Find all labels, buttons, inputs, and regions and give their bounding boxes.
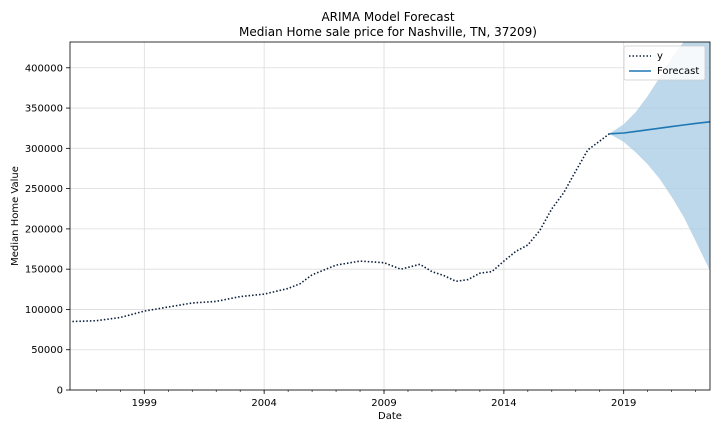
series-line-y <box>72 133 610 323</box>
series-lines <box>72 121 711 323</box>
y-axis-label: Median Home Value <box>10 166 21 266</box>
y-tick-label: 50000 <box>31 345 63 356</box>
x-axis-ticks: 1999 2004 2009 2014 2019 <box>96 390 696 409</box>
y-tick-label: 150000 <box>25 265 63 276</box>
x-axis-label: Date <box>378 411 402 422</box>
confidence-band <box>609 42 710 271</box>
y-tick-label: 0 <box>57 386 63 397</box>
y-tick-label: 100000 <box>25 305 63 316</box>
grid-lines <box>70 42 710 391</box>
y-tick-label: 200000 <box>25 224 63 235</box>
y-tick-label: 400000 <box>25 63 63 74</box>
x-tick-label: 2004 <box>251 398 276 409</box>
y-tick-label: 350000 <box>25 104 63 115</box>
y-tick-label: 250000 <box>25 184 63 195</box>
x-tick-label: 1999 <box>132 398 157 409</box>
legend-label-y: y <box>657 51 663 62</box>
series-line-forecast <box>609 121 711 135</box>
legend-label-forecast: Forecast <box>657 66 699 77</box>
confidence-interval-area <box>609 42 710 271</box>
x-tick-label: 2009 <box>371 398 396 409</box>
chart-subtitle: Median Home sale price for Nashville, TN… <box>239 25 537 39</box>
plot-frame <box>69 41 711 391</box>
x-tick-label: 2019 <box>611 398 636 409</box>
y-axis-ticks: 0 50000 100000 150000 200000 250000 300000 3500… <box>25 63 70 397</box>
legend: y Forecast <box>623 45 706 81</box>
y-tick-label: 300000 <box>25 144 63 155</box>
x-tick-label: 2014 <box>491 398 516 409</box>
chart-title: ARIMA Model Forecast <box>321 10 454 24</box>
